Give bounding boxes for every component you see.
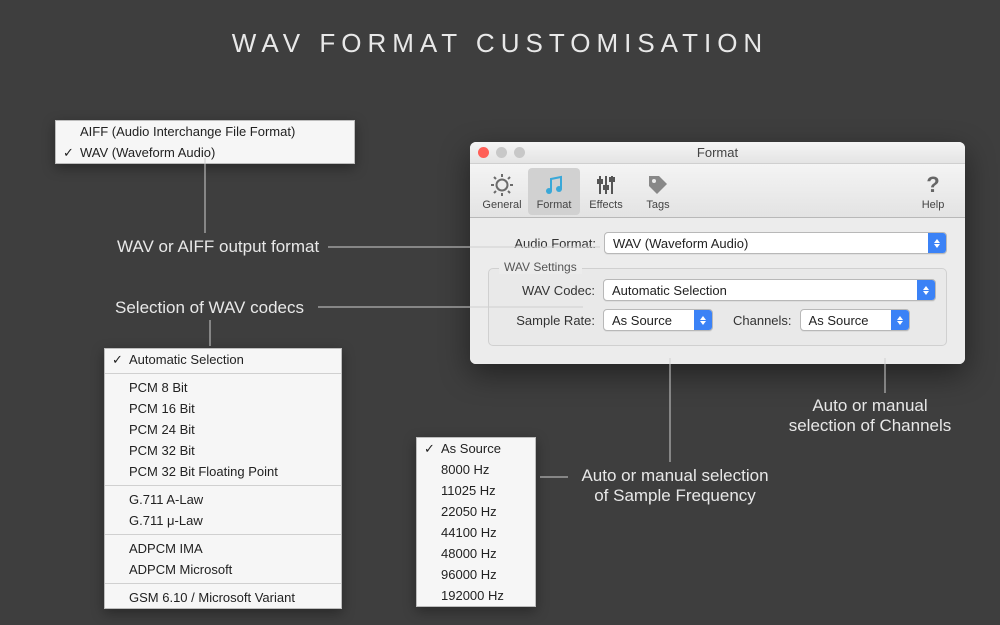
select-value: As Source [809,313,869,328]
menu-item[interactable]: 192000 Hz [417,585,535,606]
tab-label: General [478,199,526,211]
tab-tags[interactable]: Tags [632,168,684,215]
annotation-line: Auto or manual [812,396,927,415]
tab-label: Tags [634,199,682,211]
channels-label: Channels: [733,313,792,328]
sliders-icon [592,172,620,198]
annotation-sample-freq: Auto or manual selection of Sample Frequ… [570,466,780,506]
audio-format-select[interactable]: WAV (Waveform Audio) [604,232,947,254]
annotation-line: Auto or manual selection [581,466,768,485]
chevron-updown-icon [694,310,712,330]
menu-separator [105,373,341,374]
chevron-updown-icon [928,233,946,253]
channels-select[interactable]: As Source [800,309,910,331]
question-icon: ? [919,172,947,198]
menu-item[interactable]: PCM 16 Bit [105,398,341,419]
sample-rate-dropdown-menu: As Source8000 Hz11025 Hz22050 Hz44100 Hz… [416,437,536,607]
format-window: Format General Format Effects Tags [470,142,965,364]
tab-format[interactable]: Format [528,168,580,215]
menu-item[interactable]: As Source [417,438,535,459]
menu-item[interactable]: G.711 μ-Law [105,510,341,531]
annotation-output-format: WAV or AIFF output format [117,237,319,257]
menu-item[interactable]: PCM 32 Bit [105,440,341,461]
close-icon[interactable] [478,147,489,158]
wav-settings-group: WAV Settings WAV Codec: Automatic Select… [488,268,947,346]
window-body: Audio Format: WAV (Waveform Audio) WAV S… [470,218,965,364]
note-icon [540,172,568,198]
menu-item[interactable]: WAV (Waveform Audio) [56,142,354,163]
wav-codec-select[interactable]: Automatic Selection [603,279,936,301]
tab-label: Help [909,199,957,211]
sample-rate-select[interactable]: As Source [603,309,713,331]
tag-icon [644,172,672,198]
zoom-icon [514,147,525,158]
page-title: WAV FORMAT CUSTOMISATION [0,28,1000,59]
group-title: WAV Settings [499,260,582,274]
window-toolbar: General Format Effects Tags ? Help [470,164,965,218]
chevron-updown-icon [917,280,935,300]
audio-format-label: Audio Format: [488,236,596,251]
menu-item[interactable]: PCM 24 Bit [105,419,341,440]
menu-separator [105,485,341,486]
minimize-icon [496,147,507,158]
chevron-updown-icon [891,310,909,330]
menu-item[interactable]: G.711 A-Law [105,489,341,510]
tab-general[interactable]: General [476,168,528,215]
format-dropdown-menu: AIFF (Audio Interchange File Format)WAV … [55,120,355,164]
row-sample-rate-channels: Sample Rate: As Source Channels: As Sour… [499,309,936,331]
wav-codec-label: WAV Codec: [499,283,595,298]
select-value: As Source [612,313,672,328]
annotation-channels: Auto or manual selection of Channels [770,396,970,436]
select-value: WAV (Waveform Audio) [613,236,748,251]
menu-item[interactable]: ADPCM Microsoft [105,559,341,580]
tab-label: Format [530,199,578,211]
window-titlebar: Format [470,142,965,164]
codec-dropdown-menu: Automatic SelectionPCM 8 BitPCM 16 BitPC… [104,348,342,609]
menu-item[interactable]: PCM 32 Bit Floating Point [105,461,341,482]
menu-separator [105,534,341,535]
menu-item[interactable]: Automatic Selection [105,349,341,370]
menu-item[interactable]: GSM 6.10 / Microsoft Variant [105,587,341,608]
menu-item[interactable]: 48000 Hz [417,543,535,564]
annotation-line: of Sample Frequency [594,486,756,505]
menu-item[interactable]: AIFF (Audio Interchange File Format) [56,121,354,142]
annotation-codecs: Selection of WAV codecs [115,298,304,318]
tab-label: Effects [582,199,630,211]
row-audio-format: Audio Format: WAV (Waveform Audio) [488,232,947,254]
menu-item[interactable]: 8000 Hz [417,459,535,480]
menu-separator [105,583,341,584]
annotation-line: selection of Channels [789,416,952,435]
menu-item[interactable]: 11025 Hz [417,480,535,501]
tab-effects[interactable]: Effects [580,168,632,215]
menu-item[interactable]: ADPCM IMA [105,538,341,559]
gear-icon [488,172,516,198]
select-value: Automatic Selection [612,283,727,298]
tab-help[interactable]: ? Help [907,168,959,215]
menu-item[interactable]: 44100 Hz [417,522,535,543]
window-traffic-lights [478,147,525,158]
menu-item[interactable]: PCM 8 Bit [105,377,341,398]
row-wav-codec: WAV Codec: Automatic Selection [499,279,936,301]
window-title: Format [697,145,738,160]
menu-item[interactable]: 96000 Hz [417,564,535,585]
menu-item[interactable]: 22050 Hz [417,501,535,522]
sample-rate-label: Sample Rate: [499,313,595,328]
